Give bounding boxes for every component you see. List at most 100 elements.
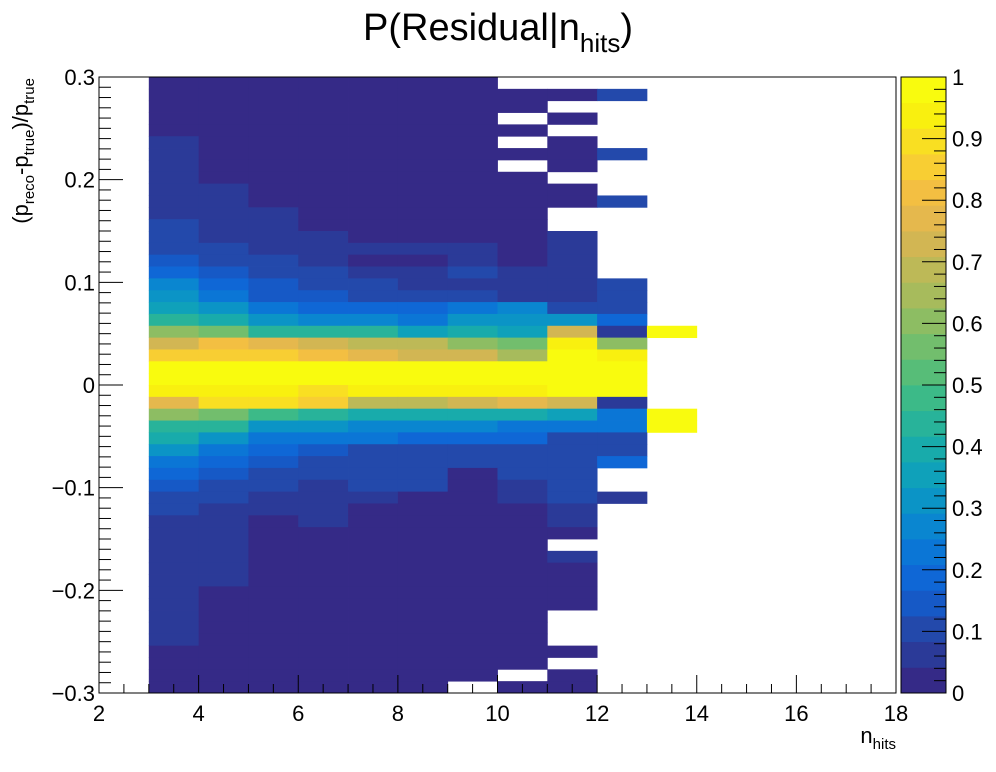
heatmap-cell: [447, 396, 498, 410]
heatmap-cell: [547, 266, 598, 279]
heatmap-cell: [248, 539, 299, 552]
heatmap-cell: [348, 219, 399, 232]
heatmap-cell: [298, 515, 349, 528]
heatmap-cell: [547, 669, 598, 682]
y-axis-label-sub: true: [21, 78, 38, 104]
heatmap-cell: [298, 361, 349, 374]
heatmap-cell: [497, 456, 548, 469]
heatmap-cell: [397, 313, 449, 327]
color-scale-swatch: [901, 436, 946, 463]
heatmap-cell: [447, 515, 498, 528]
heatmap-cell: [497, 467, 548, 481]
heatmap-cell: [148, 195, 200, 208]
heatmap-cell: [597, 385, 648, 398]
heatmap-cell: [497, 527, 548, 540]
heatmap-cell: [148, 88, 200, 102]
heatmap-cell: [198, 219, 249, 232]
heatmap-cell: [447, 610, 498, 623]
heatmap-cell: [348, 432, 399, 445]
heatmap-cell: [497, 124, 548, 137]
heatmap-cell: [348, 171, 399, 185]
heatmap-cell: [447, 219, 498, 232]
x-tick-label: 2: [93, 701, 105, 726]
heatmap-cell: [198, 491, 249, 504]
heatmap-cell: [148, 385, 200, 398]
heatmap-cell: [198, 100, 249, 113]
heatmap-cell: [497, 242, 548, 256]
y-tick-label: 0.3: [64, 65, 95, 90]
heatmap-cell: [198, 159, 249, 173]
heatmap-cell: [348, 621, 399, 635]
heatmap-cell: [298, 148, 349, 161]
heatmap-cell: [447, 657, 498, 670]
heatmap-cell: [497, 183, 548, 196]
heatmap-cell: [397, 231, 449, 244]
heatmap-cell: [198, 385, 249, 398]
heatmap-cell: [497, 645, 548, 658]
heatmap-cell: [397, 574, 449, 587]
heatmap-cell: [447, 124, 498, 137]
heatmap-cell: [447, 183, 498, 196]
heatmap-cell: [248, 195, 299, 208]
heatmap-cell: [248, 598, 299, 611]
heatmap-cell: [497, 290, 548, 303]
heatmap-cell: [148, 539, 200, 552]
heatmap-cell: [348, 349, 399, 362]
heatmap-cell: [298, 633, 349, 647]
heatmap-cell: [348, 77, 399, 90]
heatmap-cell: [397, 467, 449, 481]
heatmap-cell: [397, 479, 449, 493]
heatmap-cell: [198, 349, 249, 362]
heatmap-cell: [597, 302, 648, 315]
heatmap-cell: [348, 136, 399, 149]
heatmap-cell: [348, 598, 399, 611]
color-scale-swatch: [901, 513, 946, 540]
heatmap-cell: [547, 112, 598, 125]
x-tick-label: 18: [884, 701, 908, 726]
heatmap-cell: [148, 610, 200, 623]
heatmap-cell: [497, 337, 548, 350]
heatmap-cell: [198, 231, 249, 244]
heatmap-cell: [198, 515, 249, 528]
heatmap-cell: [397, 159, 449, 173]
heatmap-cell: [447, 432, 498, 445]
heatmap-cell: [248, 302, 299, 315]
heatmap-cell: [397, 657, 449, 670]
y-tick-label: 0.1: [64, 270, 95, 295]
heatmap-cell: [298, 302, 349, 315]
heatmap-cell: [397, 491, 449, 504]
chart-title-end: ): [620, 7, 633, 49]
heatmap-cell: [248, 290, 299, 303]
z-tick-label: 0.4: [952, 435, 983, 460]
heatmap-cell: [248, 385, 299, 398]
heatmap-cell: [348, 645, 399, 658]
heatmap-cell: [397, 586, 449, 599]
heatmap-cell: [148, 254, 200, 267]
x-axis-label-main: n: [860, 723, 872, 748]
color-scale-swatch: [901, 77, 946, 104]
heatmap-cell: [547, 491, 598, 504]
heatmap-cell: [497, 207, 548, 220]
heatmap-cell: [298, 562, 349, 575]
heatmap-cell: [298, 408, 349, 421]
heatmap-cell: [298, 325, 349, 339]
heatmap-cell: [348, 539, 399, 552]
heatmap-cell: [397, 124, 449, 137]
heatmap-cell: [597, 444, 648, 457]
heatmap-cell: [447, 361, 498, 374]
heatmap-cell: [547, 242, 598, 256]
heatmap-cell: [547, 396, 598, 410]
heatmap-cell: [547, 385, 598, 398]
heatmap-cell: [447, 242, 498, 256]
heatmap-cell: [198, 242, 249, 256]
heatmap-cell: [597, 408, 648, 421]
heatmap-cell: [298, 278, 349, 291]
heatmap-cell: [397, 361, 449, 374]
heatmap-cell: [447, 195, 498, 208]
heatmap-cell: [447, 77, 498, 90]
heatmap-cell: [148, 302, 200, 315]
heatmap-cell: [298, 337, 349, 350]
heatmap-cell: [148, 550, 200, 564]
heatmap-cell: [198, 610, 249, 623]
